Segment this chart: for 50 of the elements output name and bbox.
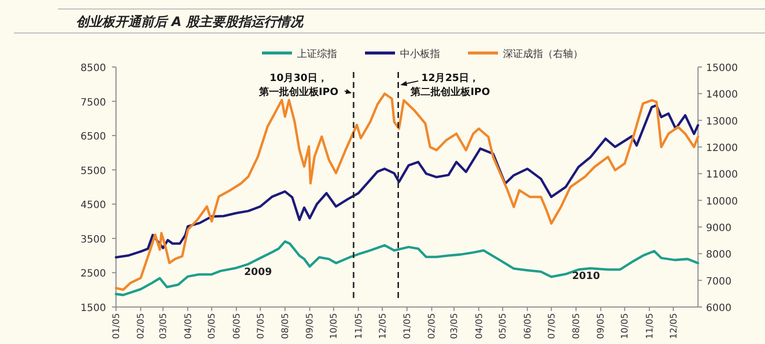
x-tick-label: 03/05 bbox=[159, 313, 170, 339]
y2-tick-label: 7000 bbox=[706, 276, 732, 288]
legend-label: 中小板指 bbox=[400, 48, 440, 60]
y-tick-label: 3500 bbox=[80, 234, 106, 246]
x-tick-label: 11/05 bbox=[354, 313, 364, 339]
annotation: 2010 bbox=[572, 271, 600, 282]
x-tick-label: 01/05 bbox=[403, 313, 413, 339]
y2-tick-label: 6000 bbox=[706, 303, 732, 314]
y-tick-label: 5500 bbox=[80, 166, 106, 177]
y2-tick-label: 8000 bbox=[706, 250, 732, 261]
x-tick-label: 10/05 bbox=[620, 313, 631, 339]
x-tick-label: 05/05 bbox=[498, 313, 509, 339]
y2-tick-label: 15000 bbox=[706, 63, 738, 74]
x-tick-label: 05/05 bbox=[208, 313, 218, 339]
x-tick-label: 07/05 bbox=[256, 313, 266, 339]
legend-label: 深证成指（右轴） bbox=[503, 48, 583, 60]
y-tick-label: 2500 bbox=[80, 268, 106, 280]
x-tick-label: 01/05 bbox=[112, 313, 122, 339]
x-tick-label: 02/05 bbox=[136, 313, 147, 339]
x-tick-label: 04/05 bbox=[184, 313, 194, 339]
x-tick-label: 08/05 bbox=[572, 313, 582, 339]
x-tick-label: 08/05 bbox=[281, 313, 292, 339]
y2-tick-label: 13000 bbox=[706, 116, 738, 128]
x-tick-label: 09/05 bbox=[596, 313, 607, 339]
y2-tick-label: 12000 bbox=[706, 143, 738, 154]
y-tick-label: 1500 bbox=[80, 303, 106, 314]
y-tick-label: 6500 bbox=[80, 132, 106, 143]
annotation: 2009 bbox=[244, 267, 272, 278]
x-tick-label: 12/05 bbox=[669, 313, 680, 339]
y2-tick-label: 11000 bbox=[706, 170, 738, 181]
x-tick-label: 06/05 bbox=[523, 313, 534, 339]
y-tick-label: 8500 bbox=[80, 63, 106, 74]
legend-label: 上证综指 bbox=[297, 48, 337, 60]
y2-tick-label: 10000 bbox=[706, 196, 738, 208]
y2-tick-label: 9000 bbox=[706, 223, 732, 234]
x-tick-label: 02/05 bbox=[428, 313, 438, 339]
x-tick-label: 06/05 bbox=[232, 313, 242, 339]
ref-line-label: 12月25日，第二批创业板IPO bbox=[409, 73, 490, 98]
chart-title: 创业板开通前后 A 股主要股指运行情况 bbox=[76, 14, 304, 30]
y2-tick-label: 14000 bbox=[706, 90, 738, 101]
x-tick-label: 03/05 bbox=[450, 313, 460, 339]
y-tick-label: 7500 bbox=[80, 97, 106, 108]
x-tick-label: 09/05 bbox=[306, 313, 316, 339]
x-tick-label: 12/05 bbox=[378, 313, 388, 339]
x-tick-label: 04/05 bbox=[474, 313, 485, 339]
y-tick-label: 4500 bbox=[80, 200, 106, 212]
x-tick-label: 11/05 bbox=[645, 313, 656, 339]
x-tick-label: 07/05 bbox=[547, 313, 558, 339]
x-tick-label: 10/05 bbox=[330, 313, 340, 339]
ref-line-label: 10月30日，第一批创业板IPO bbox=[258, 73, 338, 98]
